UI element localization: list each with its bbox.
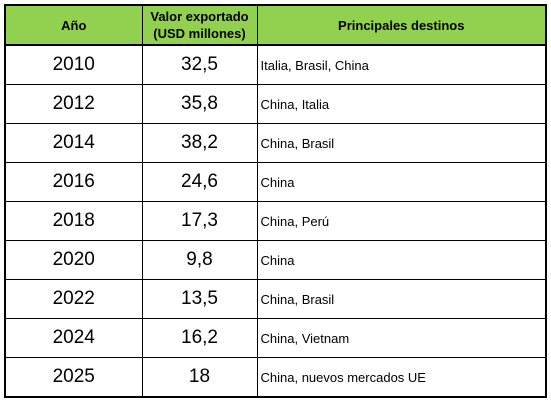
cell-destinations: China, Perú <box>256 201 547 241</box>
export-table-container: Año Valor exportado (USD millones) Princ… <box>4 4 547 398</box>
cell-year: 2012 <box>4 84 143 124</box>
export-table: Año Valor exportado (USD millones) Princ… <box>4 4 547 398</box>
cell-year: 2024 <box>4 318 143 358</box>
cell-value: 18 <box>141 357 258 398</box>
cell-value: 24,6 <box>141 162 258 202</box>
table-row: 2022 13,5 China, Brasil <box>4 279 547 319</box>
cell-value: 35,8 <box>141 84 258 124</box>
cell-value: 13,5 <box>141 279 258 319</box>
cell-destinations: Italia, Brasil, China <box>256 44 547 85</box>
cell-year: 2018 <box>4 201 143 241</box>
cell-destinations: China, Brasil <box>256 279 547 319</box>
cell-destinations: China <box>256 162 547 202</box>
cell-year: 2025 <box>4 357 143 398</box>
table-row: 2018 17,3 China, Perú <box>4 201 547 241</box>
table-row: 2010 32,5 Italia, Brasil, China <box>4 44 547 85</box>
table-row: 2020 9,8 China <box>4 240 547 280</box>
cell-destinations: China, Brasil <box>256 123 547 163</box>
header-destinations: Principales destinos <box>256 4 547 46</box>
table-row: 2024 16,2 China, Vietnam <box>4 318 547 358</box>
table-row: 2016 24,6 China <box>4 162 547 202</box>
table-row: 2012 35,8 China, Italia <box>4 84 547 124</box>
table-row: 2014 38,2 China, Brasil <box>4 123 547 163</box>
cell-value: 32,5 <box>141 44 258 85</box>
cell-destinations: China, nuevos mercados UE <box>256 357 547 398</box>
header-year: Año <box>4 4 143 46</box>
header-export-value: Valor exportado (USD millones) <box>141 4 258 46</box>
cell-destinations: China <box>256 240 547 280</box>
header-export-value-line2: (USD millones) <box>153 26 246 41</box>
cell-value: 9,8 <box>141 240 258 280</box>
cell-destinations: China, Italia <box>256 84 547 124</box>
cell-destinations: China, Vietnam <box>256 318 547 358</box>
cell-value: 38,2 <box>141 123 258 163</box>
header-export-value-line1: Valor exportado <box>150 9 249 24</box>
cell-value: 16,2 <box>141 318 258 358</box>
cell-year: 2016 <box>4 162 143 202</box>
table-header-row: Año Valor exportado (USD millones) Princ… <box>4 4 547 46</box>
cell-value: 17,3 <box>141 201 258 241</box>
table-row: 2025 18 China, nuevos mercados UE <box>4 357 547 398</box>
cell-year: 2014 <box>4 123 143 163</box>
cell-year: 2020 <box>4 240 143 280</box>
cell-year: 2022 <box>4 279 143 319</box>
cell-year: 2010 <box>4 44 143 85</box>
